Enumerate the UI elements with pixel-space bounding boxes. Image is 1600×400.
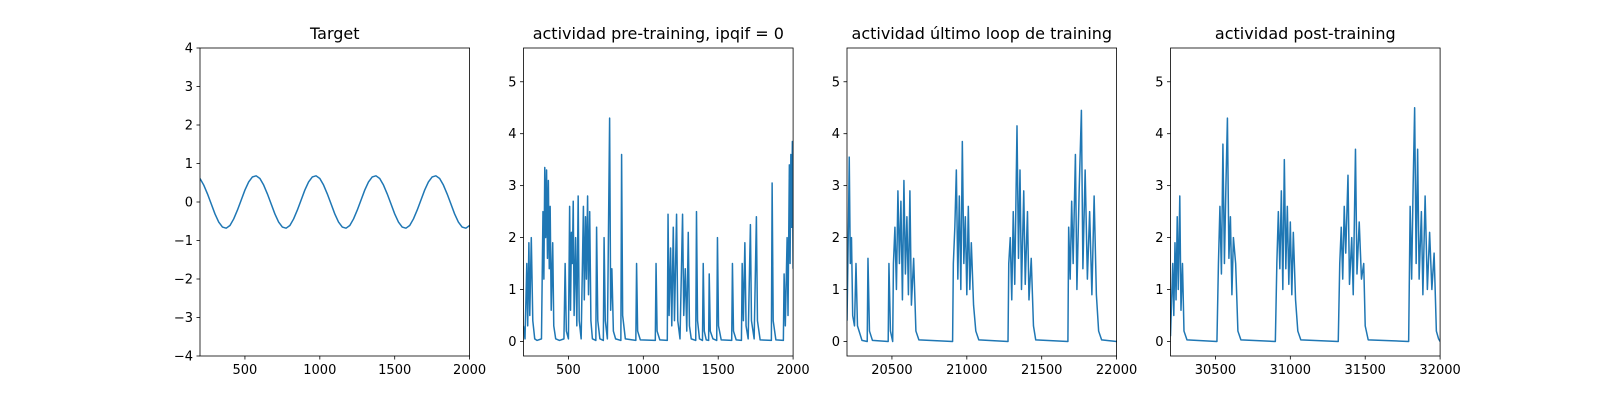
y-tick-label: 5 [1155, 75, 1163, 90]
subplot-title: actividad post-training [1215, 24, 1396, 43]
x-tick-label: 30500 [1195, 363, 1236, 378]
axes-frame [199, 47, 471, 357]
line [523, 117, 794, 342]
y-tick-label: 1 [508, 283, 516, 298]
x-tick-label: 21500 [1021, 363, 1062, 378]
x-tick-label: 31500 [1345, 363, 1386, 378]
y-tick-label: 0 [185, 196, 193, 211]
axes-frame [846, 47, 1118, 357]
x-tick-label: 22000 [1096, 363, 1137, 378]
y-tick-label: 1 [185, 157, 193, 172]
x-tick-label: 1500 [378, 363, 411, 378]
line [1170, 106, 1441, 343]
subplot: actividad último loop de training 0 1 2 3 4 5 2… [832, 24, 1138, 378]
y-tick-label: 4 [832, 127, 840, 142]
x-tick-label: 21000 [946, 363, 987, 378]
subplot: actividad pre-training, ipqif = 0 0 1 2 3 4 5 5… [508, 24, 809, 378]
y-tick-label: 5 [508, 75, 516, 90]
y-tick-label: 1 [832, 283, 840, 298]
y-tick-label: 4 [508, 127, 516, 142]
y-tick-label: 1 [1155, 283, 1163, 298]
y-tick-label: 0 [1155, 335, 1163, 350]
x-tick-label: 32000 [1419, 363, 1460, 378]
y-tick-label: 0 [508, 335, 516, 350]
axes-frame [1170, 47, 1441, 357]
x-tick-label: 20500 [871, 363, 912, 378]
y-tick-label: 3 [185, 80, 193, 95]
line [200, 175, 470, 229]
y-tick-label: −3 [174, 311, 193, 326]
y-tick-label: −1 [174, 234, 193, 249]
subplot-title: Target [309, 24, 360, 43]
subplot: Target −4 −3 −2 −1 0 1 2 3 4 500 1000 1500 2000 [174, 24, 486, 378]
y-tick-label: 2 [508, 231, 516, 246]
y-tick-label: 4 [1155, 127, 1163, 142]
y-tick-label: 2 [832, 231, 840, 246]
x-tick-label: 2000 [777, 363, 810, 378]
x-tick-label: 500 [233, 363, 258, 378]
x-tick-label: 2000 [453, 363, 486, 378]
x-tick-label: 1500 [702, 363, 735, 378]
subplot: actividad post-training 0 1 2 3 4 5 30500 31000 3… [1155, 24, 1461, 378]
y-tick-label: 3 [1155, 179, 1163, 194]
x-tick-label: 1000 [303, 363, 336, 378]
subplot-title: actividad pre-training, ipqif = 0 [533, 24, 784, 43]
y-tick-label: 2 [1155, 231, 1163, 246]
y-tick-label: 3 [832, 179, 840, 194]
y-tick-label: 5 [832, 75, 840, 90]
line [847, 109, 1117, 343]
y-tick-label: 0 [832, 335, 840, 350]
x-tick-label: 500 [556, 363, 581, 378]
y-tick-label: 2 [185, 119, 193, 134]
axes-frame [523, 47, 794, 357]
y-tick-label: −4 [174, 350, 193, 365]
x-tick-label: 31000 [1270, 363, 1311, 378]
subplot-title: actividad último loop de training [852, 24, 1113, 43]
y-tick-label: 3 [508, 179, 516, 194]
y-tick-label: −2 [174, 273, 193, 288]
y-tick-label: 4 [185, 42, 193, 57]
x-tick-label: 1000 [627, 363, 660, 378]
